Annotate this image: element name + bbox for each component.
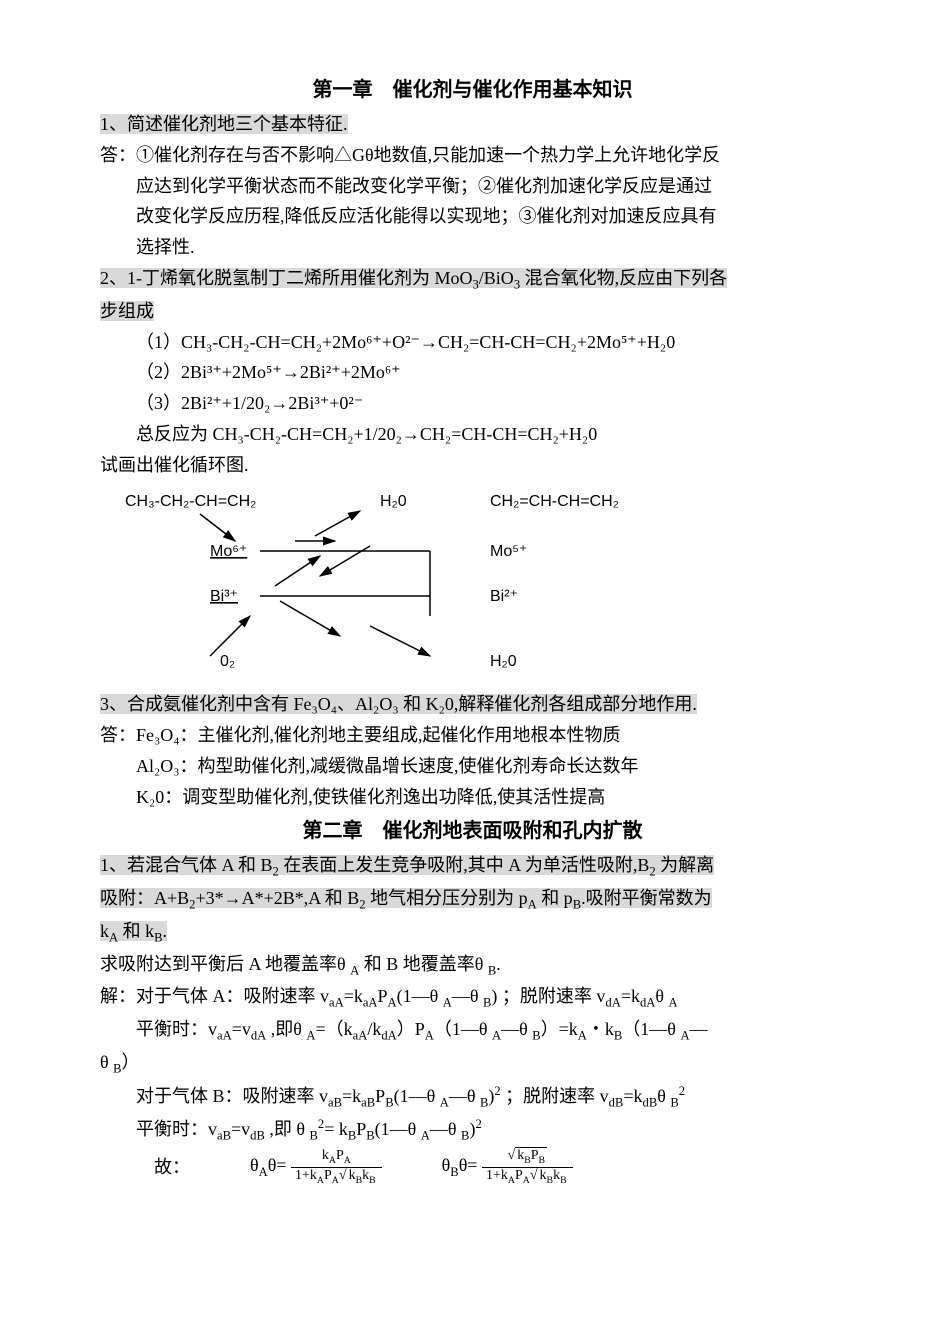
catalytic-cycle-diagram: CH₃-CH₂-CH=CH₂ H₂0 CH₂=CH-CH=CH₂ Mo⁶⁺ Mo… — [100, 482, 845, 689]
q1-answer-line1: 答：①催化剂存在与否不影响△Gθ地数值,只能加速一个热力学上允许地化学反 — [100, 141, 845, 170]
q2-eq1: （1）CH₃-CH₂-CH=CH₂+2Mo⁶⁺+O²⁻→CH₂=CH-CH=CH… — [100, 328, 845, 357]
answer-label: 答： — [100, 145, 136, 165]
diag-reactant: CH₃-CH₂-CH=CH₂ — [125, 493, 256, 510]
c2q1-p2: 吸附：A+B2+3*→A*+2B*,A 和 B2 地气相分压分别为 pA 和 p… — [100, 884, 845, 915]
c2q1-sol1: 解：对于气体 A：吸附速率 vaA=kaAPA(1—θ A—θ B) ；脱附速率… — [100, 982, 845, 1013]
q3-ans3: K₂0：调变型助催化剂,使铁催化剂逸出功降低,使其活性提高 — [100, 783, 845, 812]
theta-a-formula: θAθ= kAPA 1+kAPA√kBkB — [250, 1148, 382, 1186]
sol-label: 解： — [100, 986, 136, 1006]
q2-eq2: （2）2Bi³⁺+2Mo⁵⁺→2Bi²⁺+2Mo⁶⁺ — [100, 358, 845, 387]
c2q1-p1c: 为解离 — [656, 855, 715, 875]
c2q1-p1b: 在表面上发生竞争吸附,其中 A 为单活性吸附,B — [279, 855, 650, 875]
diag-bi2: Bi²⁺ — [490, 588, 518, 605]
c2q1-final-formulas: 故： θAθ= kAPA 1+kAPA√kBkB θBθ= √kBPB 1+kA… — [100, 1148, 845, 1186]
c2q1-p2b: +3*→A*+2B*,A 和 B — [195, 888, 359, 908]
q2-eq-total: 总反应为 CH₃-CH₂-CH=CH₂+1/20₂→CH₂=CH-CH=CH₂+… — [100, 420, 845, 449]
q1-answer-line4: 选择性. — [100, 233, 845, 262]
c2q1-p2d: 和 p — [537, 888, 573, 908]
c2q1-p1: 1、若混合气体 A 和 B2 在表面上发生竞争吸附,其中 A 为单活性吸附,B2… — [100, 851, 845, 882]
q2-pa: 2、1-丁烯氧化脱氢制丁二烯所用催化剂为 MoO — [100, 268, 473, 288]
q1-ans-1: ①催化剂存在与否不影响△Gθ地数值,只能加速一个热力学上允许地化学反 — [136, 145, 720, 165]
c2q1-sol2: 平衡时：vaA=vdA ,即θ A=（kaA/kdA）PA（1—θ A—θ B）… — [100, 1015, 845, 1046]
diag-mo6: Mo⁶⁺ — [210, 543, 247, 560]
q3-prompt: 3、合成氨催化剂中含有 Fe₃O₄、Al₂O₃ 和 K₂0,解释催化剂各组成部分… — [100, 690, 845, 719]
q2-pb: /BiO — [479, 268, 514, 288]
gu-label: 故： — [154, 1153, 190, 1182]
c2q1-p1a: 1、若混合气体 A 和 B — [100, 855, 273, 875]
c2q1-sol4: 平衡时：vaB=vdB ,即 θ B2= kBPB(1—θ A—θ B)2 — [100, 1114, 845, 1146]
diag-h2o-top: H₂0 — [380, 493, 407, 510]
q1-answer-line2: 应达到化学平衡状态而不能改变化学平衡；②催化剂加速化学反应是通过 — [100, 172, 845, 201]
q2-prompt-line1: 2、1-丁烯氧化脱氢制丁二烯所用催化剂为 MoO3/BiO3 混合氧化物,反应由… — [100, 264, 845, 295]
cycle-svg: CH₃-CH₂-CH=CH₂ H₂0 CH₂=CH-CH=CH₂ Mo⁶⁺ Mo… — [120, 486, 680, 676]
q3-l1: Fe₃O₄：主催化剂,催化剂地主要组成,起催化作用地根本性物质 — [136, 725, 621, 745]
c2q1-p3: kA 和 kB. — [100, 917, 845, 948]
q2-prompt-line2: 步组成 — [100, 297, 845, 326]
c2q1-p2a: 吸附：A+B — [100, 888, 189, 908]
diag-o2: 0₂ — [220, 653, 235, 670]
diag-product: CH₂=CH-CH=CH₂ — [490, 493, 619, 510]
c2q1-p2c: 地气相分压分别为 p — [366, 888, 528, 908]
c2q1-sol3: 对于气体 B：吸附速率 vaB=kaBPB(1—θ A—θ B)2 ；脱附速率 … — [100, 1081, 845, 1113]
q3-ans2: Al₂O₃：构型助催化剂,减缓微晶增长速度,使催化剂寿命长达数年 — [100, 752, 845, 781]
q1-answer-line3: 改变化学反应历程,降低反应活化能得以实现地；③催化剂对加速反应具有 — [100, 202, 845, 231]
q2-pc: 混合氧化物,反应由下列各 — [520, 268, 727, 288]
diag-mo5: Mo⁵⁺ — [490, 543, 527, 560]
q2-task: 试画出催化循环图. — [100, 451, 845, 480]
c2q1-sol2b: θ B） — [100, 1048, 845, 1079]
q1-prompt-text: 1、简述催化剂地三个基本特征. — [100, 114, 348, 134]
diag-bi3: Bi³⁺ — [210, 588, 238, 605]
theta-b-formula: θBθ= √kBPB 1+kAPA√kBkB — [442, 1148, 573, 1186]
q2-p2: 步组成 — [100, 301, 154, 321]
c2q1-p2e: .吸附平衡常数为 — [581, 888, 712, 908]
q3-ans1: 答：Fe₃O₄：主催化剂,催化剂地主要组成,起催化作用地根本性物质 — [100, 721, 845, 750]
q3-ans-label: 答： — [100, 725, 136, 745]
q2-eq3: （3）2Bi²⁺+1/20₂→2Bi³⁺+0²⁻ — [100, 389, 845, 418]
chapter1-title: 第一章 催化剂与催化作用基本知识 — [100, 74, 845, 106]
q1-prompt: 1、简述催化剂地三个基本特征. — [100, 110, 845, 139]
q3-prompt-text: 3、合成氨催化剂中含有 Fe₃O₄、Al₂O₃ 和 K₂0,解释催化剂各组成部分… — [100, 694, 697, 714]
chapter2-title: 第二章 催化剂地表面吸附和孔内扩散 — [100, 815, 845, 847]
diag-h2o-bot: H₂0 — [490, 653, 517, 670]
c2q1-task: 求吸附达到平衡后 A 地覆盖率θ A 和 B 地覆盖率θ B. — [100, 950, 845, 981]
